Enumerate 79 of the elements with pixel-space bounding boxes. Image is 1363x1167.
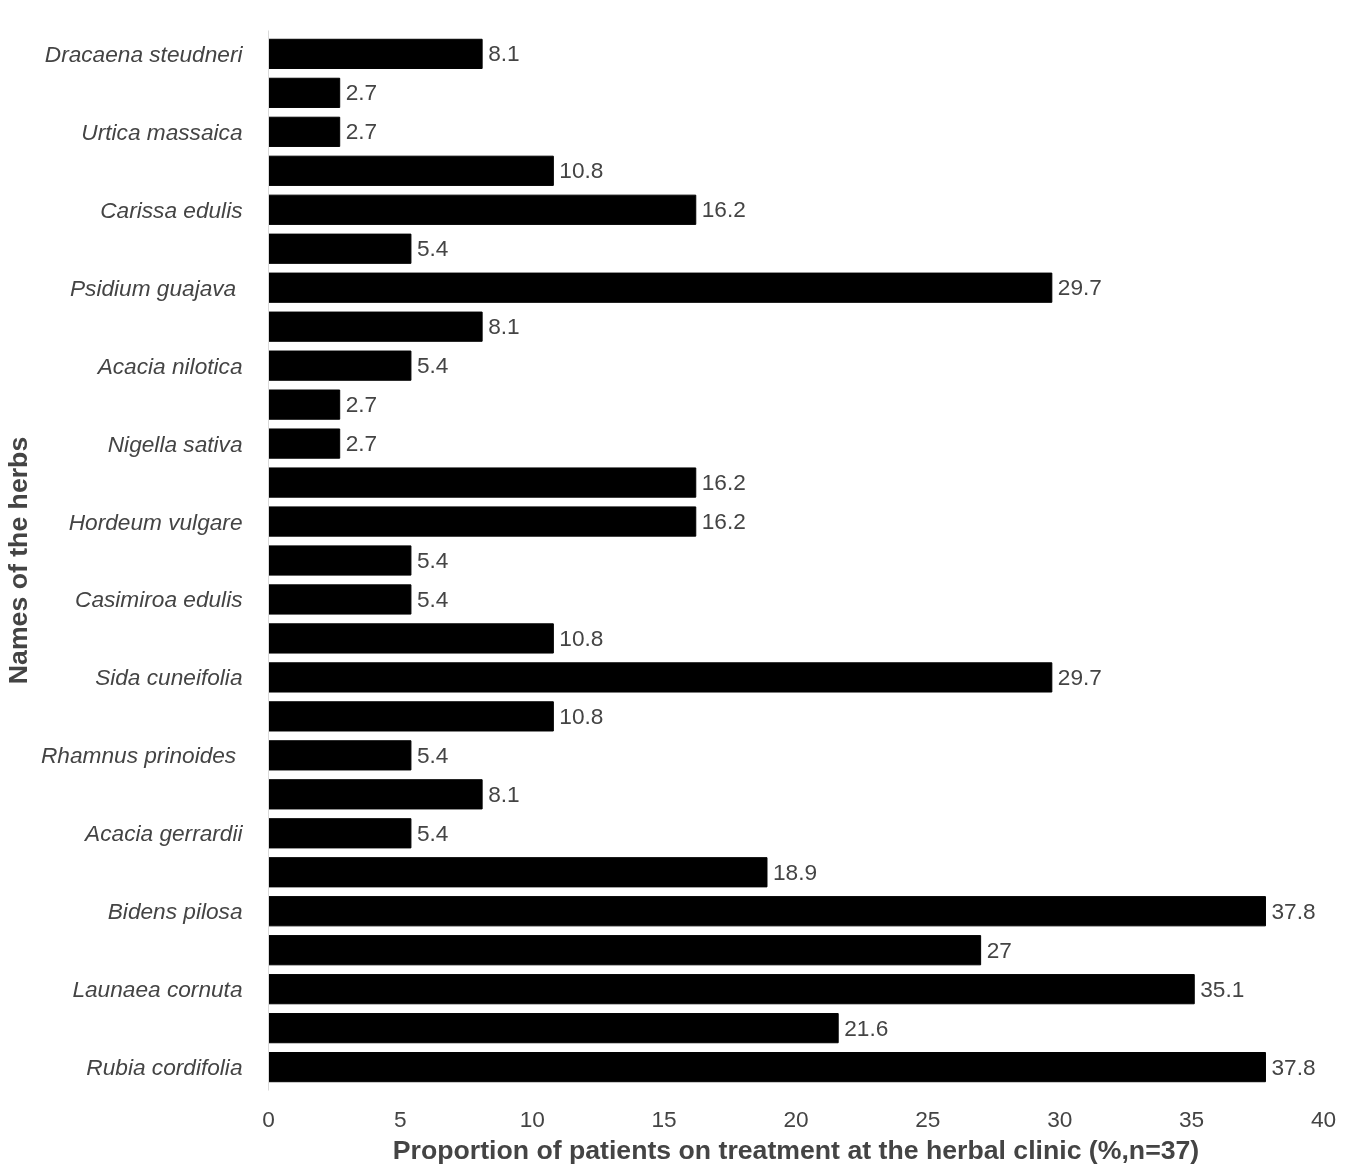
bar: [268, 896, 1266, 927]
y-tick-label: Nigella sativa: [107, 430, 243, 457]
bar: [268, 779, 483, 810]
y-tick-label: Rhamnus prinoides: [41, 742, 237, 769]
x-tick-label: 25: [915, 1105, 941, 1132]
bar: [268, 857, 768, 888]
x-tick-label: 35: [1179, 1105, 1205, 1132]
y-tick-label: Launaea cornuta: [72, 976, 243, 1003]
data-label: 8.1: [488, 780, 520, 807]
x-tick-label: 0: [262, 1105, 275, 1132]
data-label: 21.6: [844, 1014, 889, 1041]
data-label: 5.4: [416, 352, 449, 379]
data-label: 16.2: [701, 196, 746, 223]
x-tick-label: 40: [1310, 1105, 1337, 1132]
bar: [268, 935, 982, 966]
bar: [268, 662, 1053, 693]
bar: [268, 350, 412, 381]
data-label: 5.4: [416, 819, 449, 846]
data-label: 2.7: [345, 118, 378, 145]
x-tick-label: 5: [394, 1105, 407, 1132]
x-tick-label: 30: [1047, 1105, 1073, 1132]
bar: [268, 389, 341, 420]
bar: [268, 1013, 839, 1044]
bar: [268, 272, 1053, 303]
bar: [268, 428, 341, 459]
data-label: 5.4: [416, 741, 449, 768]
y-tick-label: Carissa edulis: [100, 196, 243, 223]
x-tick-label: 10: [519, 1105, 545, 1132]
data-label: 10.8: [559, 157, 604, 184]
y-tick-label: Rubia cordifolia: [86, 1054, 243, 1081]
bar: [268, 818, 412, 849]
data-label: 2.7: [345, 79, 378, 106]
bar: [268, 623, 554, 654]
bar: [268, 584, 412, 615]
y-tick-label: Acacia nilotica: [95, 352, 243, 379]
x-tick-label: 15: [651, 1105, 677, 1132]
data-label: 37.8: [1271, 1053, 1316, 1080]
data-label: 16.2: [701, 508, 746, 535]
y-tick-label: Casimiroa edulis: [75, 586, 243, 613]
bar: [268, 1052, 1266, 1083]
data-label: 16.2: [701, 469, 746, 496]
data-label: 37.8: [1271, 897, 1316, 924]
y-tick-label: Sida cuneifolia: [95, 664, 243, 691]
y-tick-label: Urtica massaica: [81, 118, 243, 145]
bar: [268, 467, 697, 498]
data-label: 5.4: [416, 585, 449, 612]
y-tick-label: Hordeum vulgare: [68, 508, 243, 535]
bar: [268, 194, 697, 225]
bar: [268, 974, 1195, 1005]
data-label: 8.1: [488, 40, 520, 67]
x-axis-title: Proportion of patients on treatment at the herbal clinic (%,n=37): [392, 1134, 1200, 1165]
bar: [268, 506, 697, 537]
data-label: 29.7: [1057, 663, 1102, 690]
bar: [268, 155, 554, 186]
bar: [268, 233, 412, 264]
data-label: 10.8: [559, 624, 604, 651]
data-label: 2.7: [345, 391, 378, 418]
data-label: 10.8: [559, 702, 604, 729]
y-tick-label: Dracaena steudneri: [44, 40, 244, 67]
y-tick-label: Bidens pilosa: [107, 898, 243, 925]
x-tick-label: 20: [783, 1105, 809, 1132]
data-label: 29.7: [1057, 274, 1102, 301]
data-label: 35.1: [1200, 975, 1245, 1002]
data-label: 5.4: [416, 547, 449, 573]
bar: [268, 311, 483, 342]
data-label: 2.7: [345, 430, 378, 457]
bar: [268, 116, 341, 147]
bar: [268, 740, 412, 771]
bar: [268, 77, 341, 108]
y-tick-label: Acacia gerrardii: [83, 820, 244, 847]
data-label: 27: [986, 936, 1012, 963]
y-tick-label: Psidium guajava: [69, 274, 237, 301]
data-label: 8.1: [488, 313, 520, 340]
bar: [268, 545, 412, 576]
data-label: 5.4: [416, 235, 449, 262]
y-axis-title: Names of the herbs: [3, 436, 34, 685]
data-label: 18.9: [772, 858, 818, 885]
bar: [268, 38, 483, 69]
bar: [268, 701, 554, 732]
